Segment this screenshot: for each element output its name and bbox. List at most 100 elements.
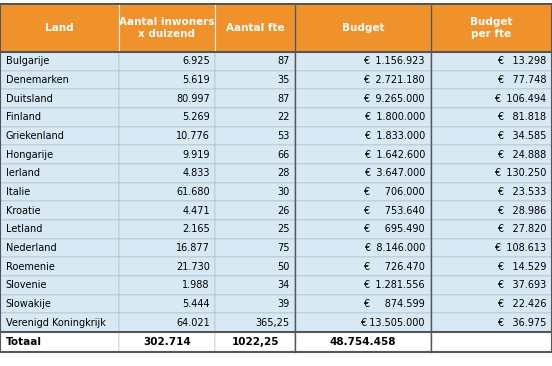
Text: €  130.250: € 130.250: [494, 168, 546, 178]
Text: €   22.426: € 22.426: [497, 299, 546, 309]
Text: 1022,25: 1022,25: [231, 337, 279, 347]
Bar: [431, 108, 552, 127]
Bar: [295, 239, 431, 257]
Text: Bulgarije: Bulgarije: [6, 56, 49, 66]
Bar: [119, 220, 215, 239]
Bar: [119, 183, 215, 201]
Bar: [0, 145, 119, 164]
Text: Verenigd Koningkrijk: Verenigd Koningkrijk: [6, 318, 105, 328]
Text: 4.833: 4.833: [182, 168, 210, 178]
Text: 10.776: 10.776: [176, 131, 210, 141]
Bar: [0, 239, 119, 257]
Text: 34: 34: [278, 280, 290, 290]
Bar: [215, 313, 295, 332]
Text: 5.619: 5.619: [182, 75, 210, 85]
Text: 22: 22: [277, 112, 290, 122]
Text: Duitsland: Duitsland: [6, 94, 52, 104]
Bar: [431, 52, 552, 71]
Text: €   23.533: € 23.533: [497, 187, 546, 197]
Text: €   36.975: € 36.975: [497, 318, 546, 328]
Bar: [295, 52, 431, 71]
Text: 5.269: 5.269: [182, 112, 210, 122]
Text: 61.680: 61.680: [176, 187, 210, 197]
Bar: [0, 108, 119, 127]
Bar: [295, 220, 431, 239]
Text: 53: 53: [278, 131, 290, 141]
Bar: [0, 332, 119, 352]
Bar: [295, 201, 431, 220]
Text: 16.877: 16.877: [176, 243, 210, 253]
Bar: [215, 332, 295, 352]
Text: 5.444: 5.444: [182, 299, 210, 309]
Bar: [431, 4, 552, 52]
Bar: [431, 201, 552, 220]
Bar: [295, 108, 431, 127]
Text: €     874.599: € 874.599: [363, 299, 425, 309]
Bar: [295, 295, 431, 313]
Bar: [119, 52, 215, 71]
Bar: [431, 332, 552, 352]
Text: €   14.529: € 14.529: [497, 262, 546, 272]
Bar: [119, 164, 215, 183]
Text: 4.471: 4.471: [182, 206, 210, 216]
Text: 26: 26: [278, 206, 290, 216]
Text: 2.165: 2.165: [182, 224, 210, 234]
Text: Slovenie: Slovenie: [6, 280, 47, 290]
Bar: [0, 89, 119, 108]
Text: €  1.833.000: € 1.833.000: [364, 131, 425, 141]
Text: €   81.818: € 81.818: [497, 112, 546, 122]
Text: 35: 35: [278, 75, 290, 85]
Text: €  1.156.923: € 1.156.923: [364, 56, 425, 66]
Bar: [431, 295, 552, 313]
Text: 75: 75: [277, 243, 290, 253]
Text: €  3.647.000: € 3.647.000: [364, 168, 425, 178]
Bar: [215, 52, 295, 71]
Text: 50: 50: [278, 262, 290, 272]
Text: 1.988: 1.988: [182, 280, 210, 290]
Bar: [0, 164, 119, 183]
Bar: [0, 52, 119, 71]
Bar: [215, 89, 295, 108]
Text: €     753.640: € 753.640: [363, 206, 425, 216]
Text: €     726.470: € 726.470: [363, 262, 425, 272]
Text: € 13.505.000: € 13.505.000: [360, 318, 425, 328]
Bar: [0, 276, 119, 295]
Bar: [215, 145, 295, 164]
Text: Roemenie: Roemenie: [6, 262, 55, 272]
Text: 9.919: 9.919: [182, 150, 210, 160]
Bar: [295, 313, 431, 332]
Text: 28: 28: [278, 168, 290, 178]
Bar: [431, 313, 552, 332]
Text: €   37.693: € 37.693: [497, 280, 546, 290]
Bar: [215, 220, 295, 239]
Text: €   34.585: € 34.585: [497, 131, 546, 141]
Bar: [431, 127, 552, 145]
Bar: [431, 257, 552, 276]
Bar: [295, 145, 431, 164]
Bar: [295, 127, 431, 145]
Bar: [215, 183, 295, 201]
Bar: [119, 295, 215, 313]
Text: 6.925: 6.925: [182, 56, 210, 66]
Text: €     695.490: € 695.490: [363, 224, 425, 234]
Bar: [215, 4, 295, 52]
Bar: [0, 201, 119, 220]
Text: 48.754.458: 48.754.458: [330, 337, 396, 347]
Bar: [215, 257, 295, 276]
Bar: [295, 332, 431, 352]
Bar: [0, 257, 119, 276]
Bar: [215, 108, 295, 127]
Text: €  108.613: € 108.613: [495, 243, 546, 253]
Bar: [431, 164, 552, 183]
Text: 25: 25: [277, 224, 290, 234]
Text: Ierland: Ierland: [6, 168, 40, 178]
Text: €     706.000: € 706.000: [363, 187, 425, 197]
Bar: [215, 127, 295, 145]
Bar: [295, 164, 431, 183]
Bar: [431, 183, 552, 201]
Text: Land: Land: [45, 23, 73, 33]
Text: Budget
per fte: Budget per fte: [470, 17, 512, 39]
Bar: [119, 257, 215, 276]
Text: 365,25: 365,25: [256, 318, 290, 328]
Bar: [215, 239, 295, 257]
